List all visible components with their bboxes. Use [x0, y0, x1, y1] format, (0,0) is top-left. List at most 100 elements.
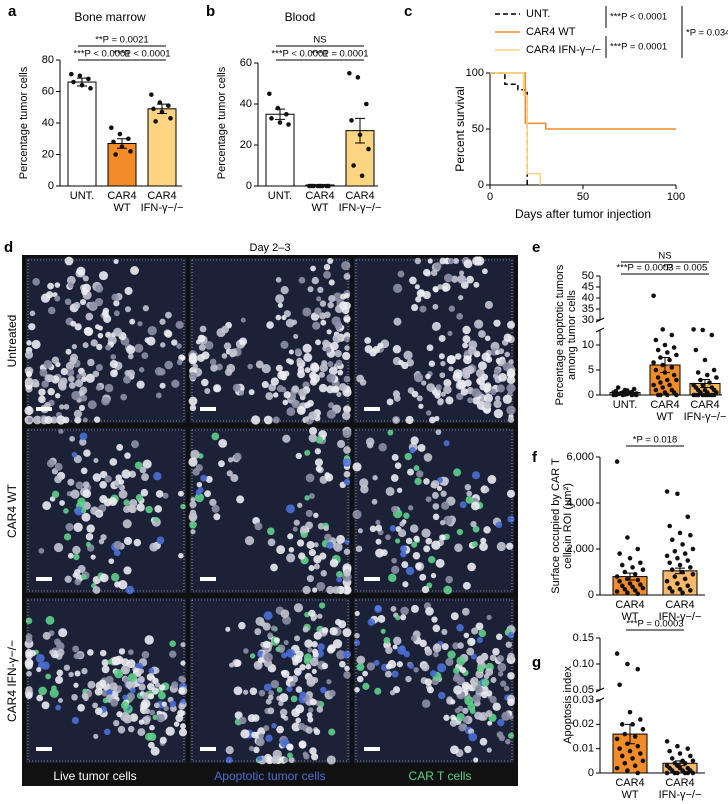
cell: [248, 389, 255, 396]
cell: [480, 537, 487, 544]
y-tick-label: 0: [48, 180, 54, 192]
cell: [281, 374, 287, 381]
data-point: [632, 572, 638, 577]
cell: [33, 381, 40, 388]
cell: [247, 363, 253, 370]
data-point: [693, 347, 699, 353]
cell: [389, 690, 396, 696]
cell: [413, 667, 419, 673]
cell: [447, 257, 455, 265]
cell: [238, 390, 245, 396]
cell: [57, 648, 65, 657]
data-point: [77, 73, 83, 79]
data-point: [117, 131, 123, 137]
cell: [483, 387, 490, 393]
data-point: [635, 666, 641, 672]
cell: [46, 291, 54, 299]
cell: [189, 501, 197, 509]
y-tick-label: 30: [582, 314, 594, 326]
data-point: [704, 392, 710, 398]
cell: [337, 620, 347, 629]
cell: [195, 489, 202, 496]
cell: [291, 385, 300, 393]
cell: [291, 399, 301, 409]
cell: [461, 681, 471, 691]
cell: [41, 380, 49, 388]
cell: [435, 558, 445, 568]
cell: [159, 382, 166, 389]
cell: [59, 500, 65, 506]
cell: [26, 340, 32, 346]
y-tick-label: 50: [582, 270, 594, 282]
cell: [75, 379, 84, 388]
cell: [323, 271, 331, 279]
cell: [160, 342, 166, 348]
cell: [35, 653, 45, 663]
cell: [457, 705, 464, 712]
cell: [403, 512, 410, 519]
cell: [312, 321, 321, 330]
cell: [385, 663, 392, 670]
cell: [293, 519, 300, 526]
cell: [105, 344, 112, 351]
legend-label: CAR4 WT: [526, 26, 576, 38]
data-point: [674, 377, 679, 383]
cell: [123, 566, 132, 575]
micrograph: [188, 257, 352, 425]
cell: [131, 440, 140, 449]
cell: [470, 501, 480, 511]
cell: [404, 452, 412, 461]
cell: [423, 453, 433, 462]
cell: [380, 628, 386, 634]
cell: [147, 325, 157, 336]
cell: [272, 416, 280, 424]
micrograph: [353, 598, 516, 763]
cell: [483, 393, 493, 403]
cell: [453, 673, 461, 680]
cell: [403, 350, 413, 360]
cell: [87, 680, 96, 689]
cell: [336, 391, 342, 398]
cell: [328, 402, 335, 409]
cell: [93, 416, 101, 423]
data-point: [685, 514, 691, 520]
significance-label: *P = 0.018: [633, 435, 677, 446]
cell: [311, 276, 319, 285]
cell: [474, 319, 484, 329]
micrograph-border: [355, 259, 513, 422]
cell: [81, 667, 88, 675]
data-point: [667, 560, 672, 566]
cell: [258, 689, 266, 697]
data-point: [707, 380, 712, 385]
cell: [405, 415, 414, 425]
cell: [67, 375, 75, 383]
significance-label: ***P < 0.0001: [610, 12, 667, 23]
cell: [159, 736, 167, 744]
cell: [189, 404, 197, 412]
cell: [60, 367, 68, 376]
cell: [352, 509, 362, 520]
cell: [65, 348, 72, 355]
cell: [272, 749, 282, 760]
cell: [478, 629, 487, 638]
cell: [99, 470, 108, 479]
cell: [359, 478, 369, 488]
cell: [64, 256, 74, 266]
cell: [332, 385, 340, 393]
cell: [416, 395, 423, 402]
cell: [36, 694, 44, 702]
cell: [99, 573, 109, 583]
cell: [54, 475, 63, 484]
cell: [362, 670, 369, 677]
cell: [437, 477, 443, 484]
cell: [47, 306, 56, 315]
cell: [395, 615, 401, 621]
cell: [309, 427, 318, 435]
cell: [307, 716, 314, 723]
cell: [63, 664, 71, 671]
y-tick-label: 100: [466, 67, 484, 79]
cell: [233, 686, 243, 696]
cell: [468, 732, 478, 742]
data-point: [632, 763, 638, 768]
cell: [373, 659, 380, 666]
